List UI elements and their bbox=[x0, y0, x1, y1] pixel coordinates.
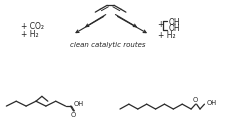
Text: + CO₂: + CO₂ bbox=[21, 22, 44, 31]
Text: + H₂: + H₂ bbox=[21, 30, 39, 39]
Text: clean catalytic routes: clean catalytic routes bbox=[70, 42, 146, 48]
Text: + H₂: + H₂ bbox=[157, 31, 175, 40]
Text: O: O bbox=[193, 97, 198, 103]
Text: OH: OH bbox=[169, 18, 180, 27]
Text: OH: OH bbox=[74, 101, 84, 107]
Text: +: + bbox=[157, 20, 164, 29]
Text: OH: OH bbox=[169, 24, 180, 33]
Text: OH: OH bbox=[206, 100, 217, 106]
Text: O: O bbox=[71, 112, 76, 118]
